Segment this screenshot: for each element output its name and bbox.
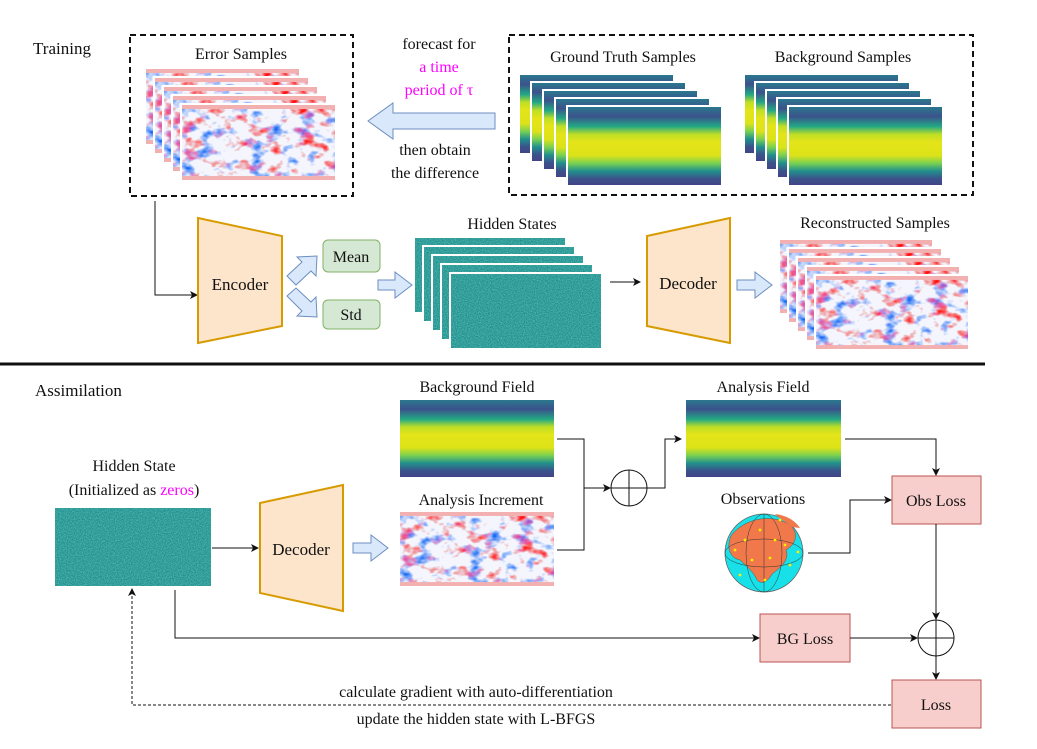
error-samples-title: Error Samples [195, 46, 287, 63]
encoder-block [197, 216, 283, 345]
ground-truth-stack [518, 73, 721, 185]
update-text: update the hidden state with L-BFGS [357, 711, 596, 728]
loss-label: Loss [921, 697, 951, 714]
forecast-text-line3: period of τ [405, 82, 474, 99]
encoder-to-std-arrow [286, 287, 318, 318]
background-sample-layer [789, 107, 942, 185]
background-samples-title: Background Samples [775, 49, 911, 66]
sum-operator-icon [610, 469, 648, 507]
encoder-label: Encoder [212, 275, 269, 294]
assimilation-section-label: Assimilation [35, 381, 122, 400]
assimilation-decoder-label: Decoder [272, 540, 330, 559]
gradient-feedback-connector [128, 588, 891, 706]
bg-loss-box [759, 613, 851, 663]
background-to-sum-connector [557, 438, 585, 551]
error-samples-stack [144, 67, 335, 180]
stats-to-hidden-arrow [377, 270, 413, 300]
background-field-image [400, 400, 554, 477]
reconstructed-samples-stack [778, 238, 968, 349]
hidden-state-title: Hidden State [92, 458, 175, 475]
hidden-state-layer [451, 274, 601, 348]
forecast-text-line1: forecast for [402, 36, 476, 53]
difference-text-line2: the difference [391, 165, 479, 182]
decoder-label: Decoder [659, 274, 717, 293]
difference-text-line1: then obtain [399, 142, 471, 159]
background-samples-stack [743, 73, 942, 185]
mean-box [322, 239, 381, 273]
initialized-prefix: (Initialized as [69, 482, 161, 499]
observations-globe-icon [724, 513, 804, 593]
analysis-increment-title: Analysis Increment [419, 492, 544, 509]
decoder-block [646, 216, 731, 345]
std-box [322, 299, 381, 330]
analysis-field-title: Analysis Field [717, 379, 810, 396]
gradient-text: calculate gradient with auto-differentia… [339, 684, 613, 701]
bg-loss-label: BG Loss [777, 631, 833, 648]
ground-truth-title: Ground Truth Samples [550, 49, 696, 66]
analysis-increment-image [400, 512, 554, 586]
training-section-label: Training [33, 39, 91, 58]
loss-box [891, 679, 982, 729]
initialized-caption: (Initialized as zeros) [69, 482, 200, 499]
hidden-states-stack [413, 236, 601, 348]
forecast-block-arrow [367, 102, 496, 140]
truth-background-group [508, 34, 974, 196]
error-samples-group [129, 34, 354, 197]
forecast-text-line2: a time [419, 59, 459, 76]
decoder-to-increment-arrow [352, 533, 389, 563]
error-to-encoder-connector [154, 201, 198, 299]
background-field-title: Background Field [419, 379, 534, 396]
initialized-highlight: zeros [160, 482, 194, 499]
analysis-to-obsloss-connector [845, 438, 940, 476]
obs-loss-label: Obs Loss [906, 493, 966, 510]
loss-sum-operator-icon [917, 619, 955, 657]
error-sample-layer [182, 105, 335, 180]
reconstructed-sample-layer [816, 276, 968, 349]
ground-truth-sample-layer [568, 107, 721, 185]
sum-to-analysis-connector [647, 435, 682, 489]
observations-title: Observations [721, 491, 805, 508]
decoder-to-reconstructed-arrow [736, 270, 773, 300]
hidden-state-image [55, 508, 211, 586]
encoder-to-mean-arrow [286, 255, 318, 286]
reconstructed-samples-title: Reconstructed Samples [800, 215, 950, 232]
hidden-to-bgloss-connector [174, 590, 760, 642]
analysis-field-image [686, 400, 841, 477]
mean-label: Mean [333, 249, 369, 266]
hidden-states-title: Hidden States [467, 216, 556, 233]
initialized-suffix: ) [194, 482, 199, 499]
std-label: Std [340, 307, 361, 324]
assimilation-decoder-block [259, 483, 344, 613]
observations-to-obsloss-connector [808, 496, 892, 554]
